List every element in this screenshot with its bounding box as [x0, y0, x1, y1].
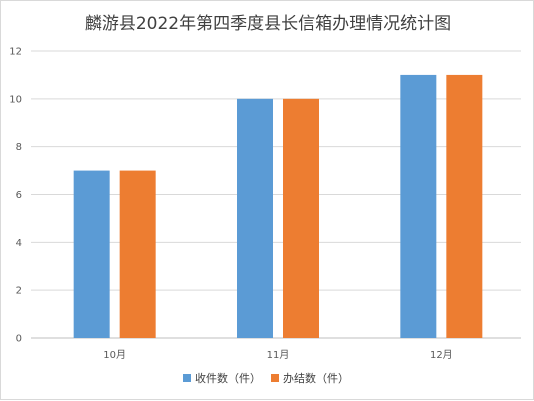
x-tick-label: 12月 [430, 349, 453, 361]
legend-label: 办结数（件） [283, 372, 349, 385]
bar-received-3 [400, 74, 437, 339]
y-tick-label: 0 [16, 334, 22, 345]
bar-completed-3 [446, 74, 483, 339]
legend: 收件数（件） 办结数（件） [183, 371, 349, 385]
chart-title: 麟游县2022年第四季度县长信箱办理情况统计图 [85, 14, 451, 34]
y-tick-label: 8 [16, 142, 22, 153]
bars [73, 74, 483, 339]
bar-received-2 [237, 98, 273, 338]
bar-received-1 [73, 170, 110, 338]
legend-label: 收件数（件） [195, 371, 261, 385]
x-axis-ticks: 10月 11月 12月 [103, 349, 452, 361]
y-tick-label: 4 [16, 238, 22, 249]
bar-completed-2 [283, 98, 319, 338]
y-tick-label: 10 [9, 94, 22, 105]
y-tick-label: 12 [9, 47, 22, 58]
y-axis-ticks: 0 2 4 6 8 10 12 [9, 47, 22, 345]
x-tick-label: 11月 [267, 349, 290, 361]
y-tick-label: 6 [16, 190, 22, 201]
x-tick-label: 10月 [103, 349, 126, 361]
legend-swatch [183, 374, 191, 382]
gridlines [31, 50, 521, 339]
legend-swatch [271, 374, 279, 382]
bar-completed-1 [119, 170, 156, 338]
y-tick-label: 2 [16, 286, 22, 297]
